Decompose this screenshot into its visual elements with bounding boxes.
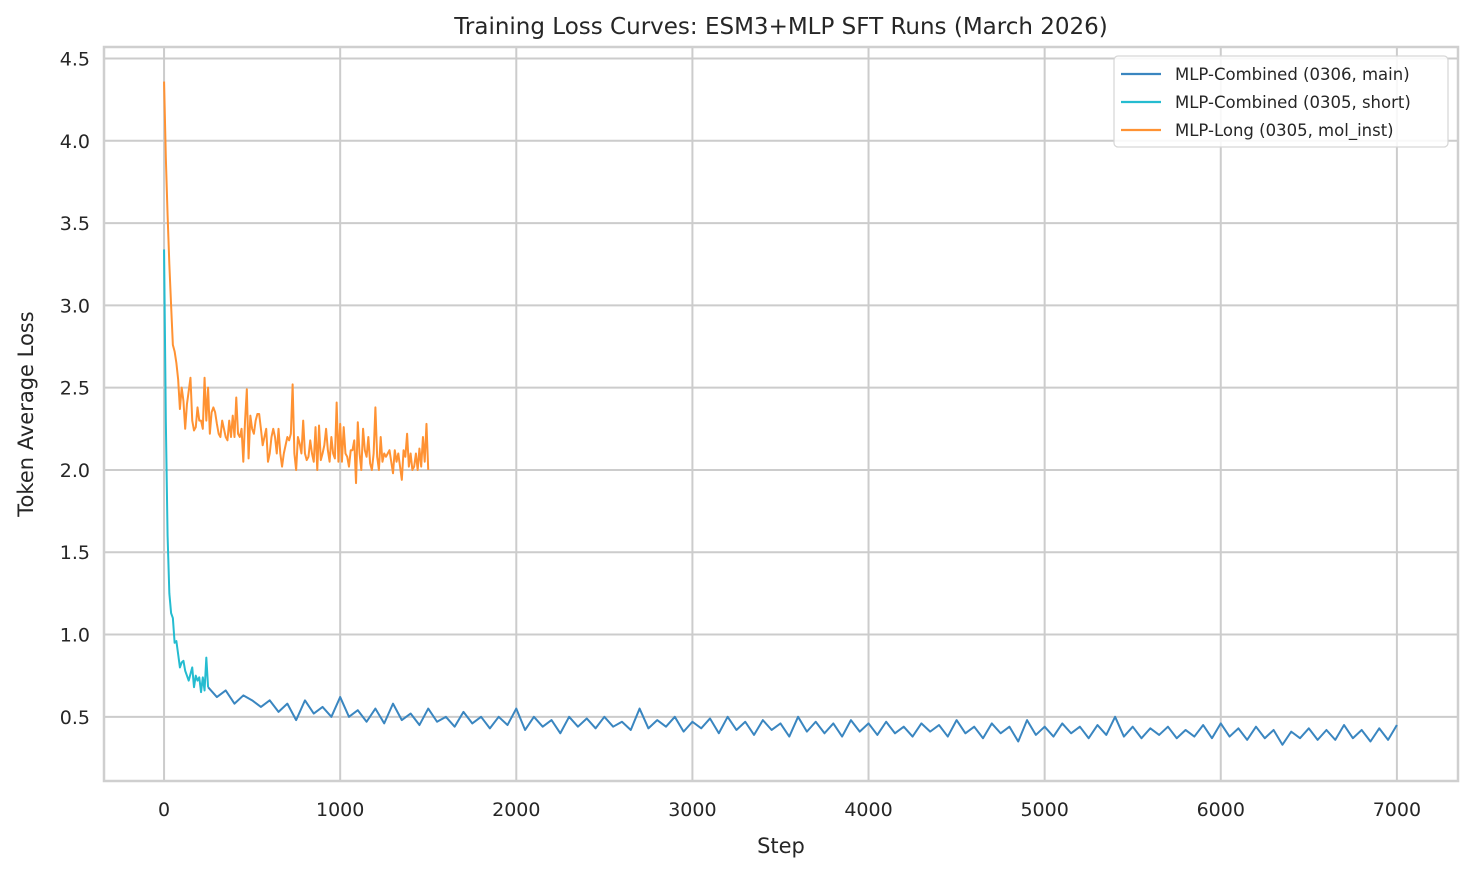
- y-tick-label: 2.5: [60, 378, 90, 400]
- legend-box: [1113, 55, 1449, 148]
- x-tick-label: 7000: [1373, 799, 1421, 821]
- x-tick-label: 3000: [668, 799, 716, 821]
- y-tick-label: 0.5: [60, 707, 90, 729]
- y-axis-label: Token Average Loss: [14, 311, 38, 517]
- series-line-2: [163, 81, 430, 485]
- y-tick-label: 3.5: [60, 213, 90, 235]
- tick-labels: 0 1000 2000 3000 4000 5000 6000 7000 0.5 1.0 1.5 2.…: [60, 49, 1421, 821]
- series-line-0: [207, 686, 1398, 746]
- y-tick-label: 4.0: [60, 131, 90, 153]
- x-tick-label: 0: [158, 799, 170, 821]
- plot-frame: [102, 45, 1460, 783]
- x-tick-label: 4000: [844, 799, 892, 821]
- legend: MLP-Combined (0306, main) MLP-Combined (0…: [1113, 55, 1449, 148]
- y-tick-label: 1.0: [60, 625, 90, 647]
- x-tick-label: 5000: [1020, 799, 1068, 821]
- legend-label: MLP-Long (0305, mol_inst): [1175, 121, 1394, 141]
- x-tick-label: 2000: [492, 799, 540, 821]
- x-tick-label: 6000: [1197, 799, 1245, 821]
- series-line-1: [163, 249, 210, 694]
- series-lines: [163, 81, 1398, 746]
- x-axis-label: Step: [757, 834, 805, 858]
- y-tick-label: 2.0: [60, 460, 90, 482]
- legend-label: MLP-Combined (0306, main): [1175, 65, 1410, 84]
- y-tick-label: 3.0: [60, 295, 90, 317]
- chart-title: Training Loss Curves: ESM3+MLP SFT Runs …: [453, 14, 1108, 40]
- legend-label: MLP-Combined (0305, short): [1175, 93, 1411, 112]
- x-tick-label: 1000: [316, 799, 364, 821]
- y-tick-label: 4.5: [60, 49, 90, 71]
- grid: [104, 47, 1458, 781]
- y-tick-label: 1.5: [60, 542, 90, 564]
